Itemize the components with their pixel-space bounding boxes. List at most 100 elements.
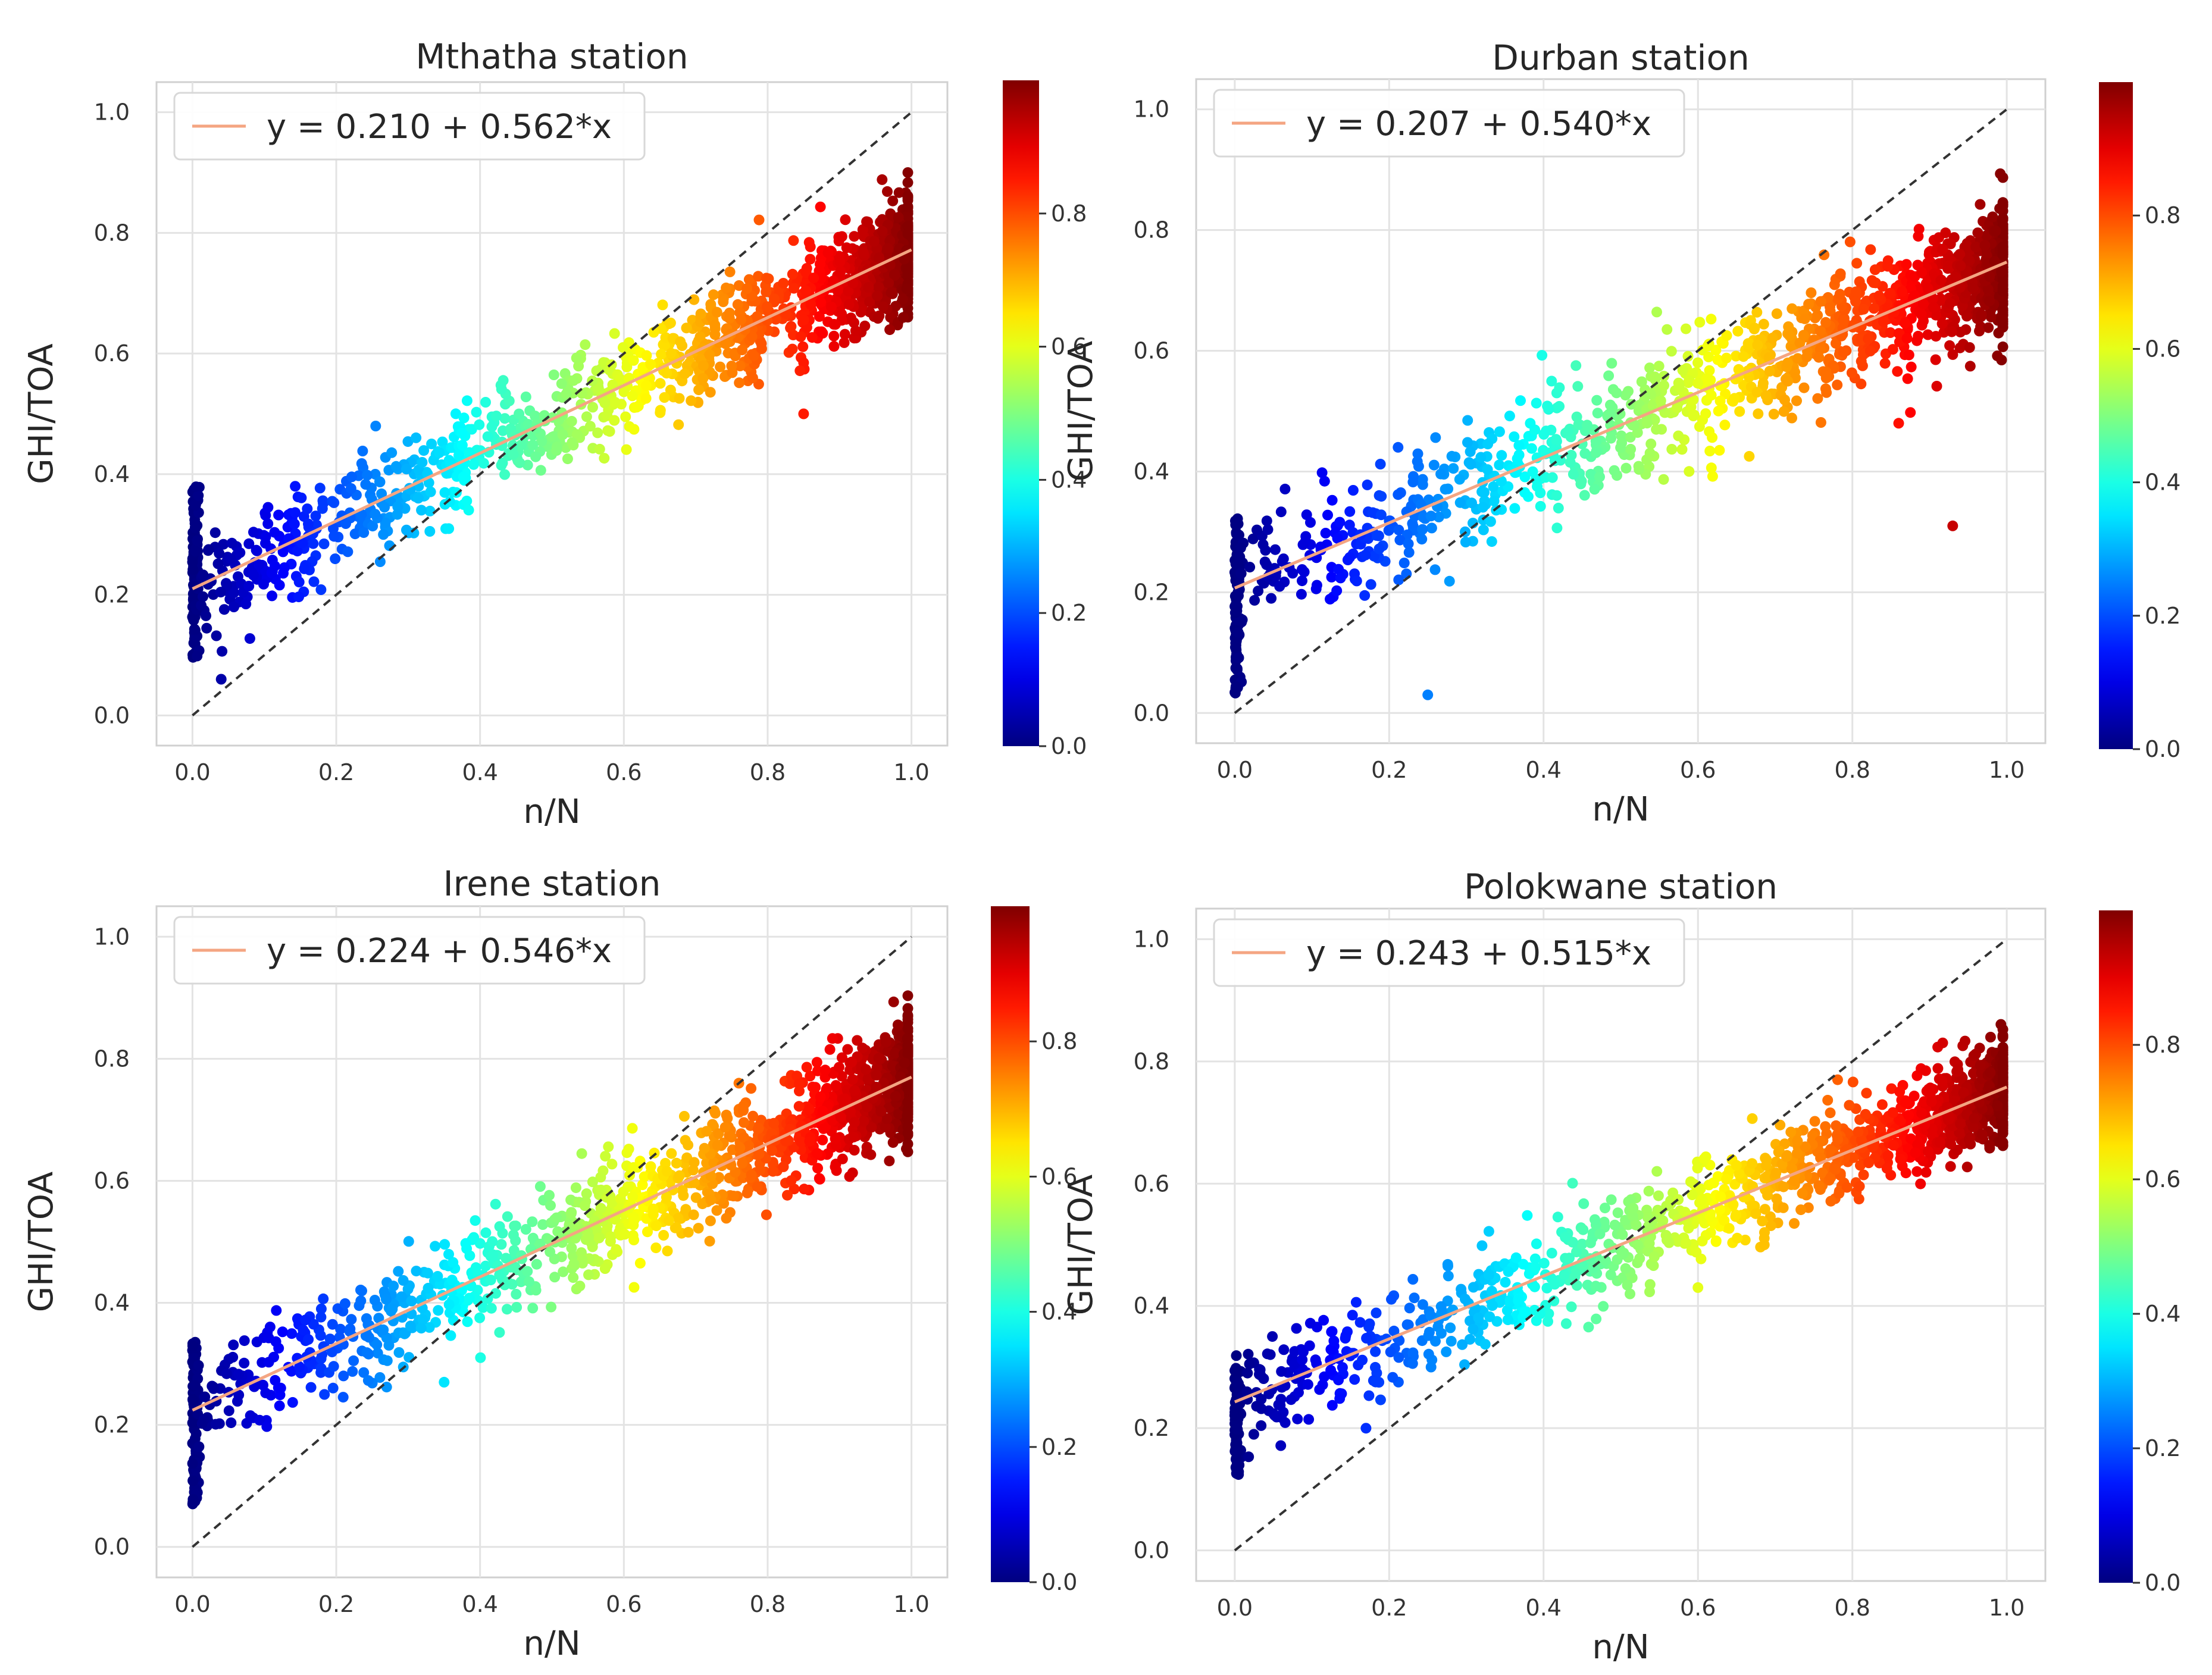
scatter-point	[724, 312, 735, 324]
scatter-point	[210, 1419, 221, 1430]
scatter-point	[902, 262, 913, 274]
scatter-point	[1782, 375, 1794, 387]
scatter-point	[886, 287, 897, 298]
scatter-point	[732, 299, 743, 310]
scatter-point	[815, 1091, 826, 1103]
scatter-point	[355, 1295, 367, 1307]
scatter-point	[568, 1258, 580, 1269]
scatter-point	[417, 457, 428, 468]
y-tick-label: 0.4	[1134, 458, 1169, 484]
y-tick-label: 0.2	[1134, 1415, 1169, 1441]
scatter-point	[1362, 479, 1373, 490]
scatter-point	[1916, 267, 1927, 278]
scatter-point	[499, 413, 511, 424]
scatter-point	[1710, 345, 1722, 356]
scatter-point	[902, 190, 913, 202]
scatter-point	[1961, 240, 1972, 251]
scatter-point	[403, 1236, 414, 1247]
chart-panel-0: 0.0 0.2 0.4 0.6 0.8 1.00.00.20.40.60.81.0 y = …	[22, 36, 1087, 831]
scatter-point	[406, 1295, 417, 1307]
scatter-point	[858, 247, 869, 258]
scatter-point	[531, 1258, 542, 1270]
scatter-point	[902, 990, 913, 1001]
scatter-point	[1573, 419, 1584, 430]
scatter-point	[808, 273, 819, 284]
scatter-point	[1799, 313, 1810, 324]
scatter-point	[1527, 466, 1538, 477]
scatter-point	[595, 1203, 606, 1214]
scatter-point	[661, 1191, 672, 1203]
scatter-point	[1572, 381, 1584, 392]
scatter-point	[212, 558, 224, 569]
colorbar-tick-label: 0.2	[1041, 1434, 1077, 1460]
scatter-point	[566, 1242, 577, 1254]
scatter-point	[464, 1250, 475, 1261]
scatter-point	[793, 1101, 805, 1112]
scatter-point	[1825, 301, 1835, 312]
scatter-point	[1987, 211, 1998, 223]
x-tick-label: 1.0	[1989, 1595, 2025, 1621]
scatter-point	[599, 397, 611, 409]
scatter-point	[1412, 448, 1423, 459]
scatter-point	[424, 505, 436, 516]
scatter-point	[468, 1232, 480, 1243]
scatter-point	[713, 1128, 724, 1139]
scatter-point	[1598, 1216, 1610, 1228]
scatter-point	[1950, 271, 1961, 283]
scatter-point	[392, 509, 403, 520]
scatter-point	[1694, 317, 1706, 328]
scatter-point	[1658, 474, 1669, 485]
scatter-point	[1791, 395, 1802, 406]
scatter-point	[721, 1213, 732, 1224]
scatter-point	[699, 1142, 710, 1154]
scatter-point	[425, 486, 436, 497]
scatter-point	[402, 436, 414, 447]
scatter-point	[1751, 306, 1763, 318]
x-tick-label: 0.2	[318, 759, 354, 785]
scatter-point	[380, 1294, 392, 1305]
scatter-point	[902, 1003, 913, 1014]
x-tick-label: 0.8	[1834, 1595, 1870, 1621]
scatter-point	[1865, 244, 1876, 255]
scatter-point	[628, 424, 640, 435]
scatter-point	[490, 1288, 501, 1299]
scatter-point	[1305, 517, 1316, 528]
scatter-point	[1393, 524, 1404, 536]
scatter-point	[574, 1280, 586, 1292]
scatter-point	[902, 201, 913, 212]
scatter-point	[1992, 350, 2003, 362]
scatter-point	[258, 578, 269, 590]
scatter-point	[884, 1156, 895, 1167]
scatter-point	[893, 1109, 905, 1119]
scatter-point	[1407, 1347, 1419, 1358]
colorbar-tick-label: 0.6	[1041, 1163, 1077, 1189]
scatter-point	[522, 1266, 533, 1277]
scatter-point	[806, 332, 818, 343]
scatter-point	[1945, 1161, 1956, 1172]
scatter-point	[805, 299, 816, 310]
scatter-point	[580, 339, 591, 350]
scatter-point	[187, 564, 199, 575]
scatter-point	[1316, 467, 1328, 478]
scatter-point	[199, 1391, 211, 1402]
scatter-point	[1733, 364, 1744, 375]
chart-panel-2: 0.0 0.2 0.4 0.6 0.8 1.00.00.20.40.60.81.0 y = …	[22, 863, 1077, 1663]
scatter-point	[683, 1139, 694, 1151]
scatter-point	[188, 581, 199, 592]
scatter-point	[468, 459, 479, 470]
scatter-point	[902, 228, 913, 239]
scatter-point	[1320, 528, 1331, 538]
scatter-point	[671, 1222, 682, 1233]
scatter-point	[1873, 290, 1885, 302]
scatter-point	[267, 590, 277, 602]
scatter-point	[527, 1303, 539, 1314]
scatter-point	[545, 1200, 556, 1211]
scatter-point	[370, 421, 381, 431]
scatter-point	[342, 546, 353, 558]
scatter-point	[461, 395, 473, 406]
scatter-point	[1570, 360, 1582, 371]
scatter-point	[902, 221, 913, 232]
scatter-point	[192, 535, 203, 546]
scatter-point	[520, 1224, 531, 1235]
x-axis-label: n/N	[523, 1624, 580, 1663]
